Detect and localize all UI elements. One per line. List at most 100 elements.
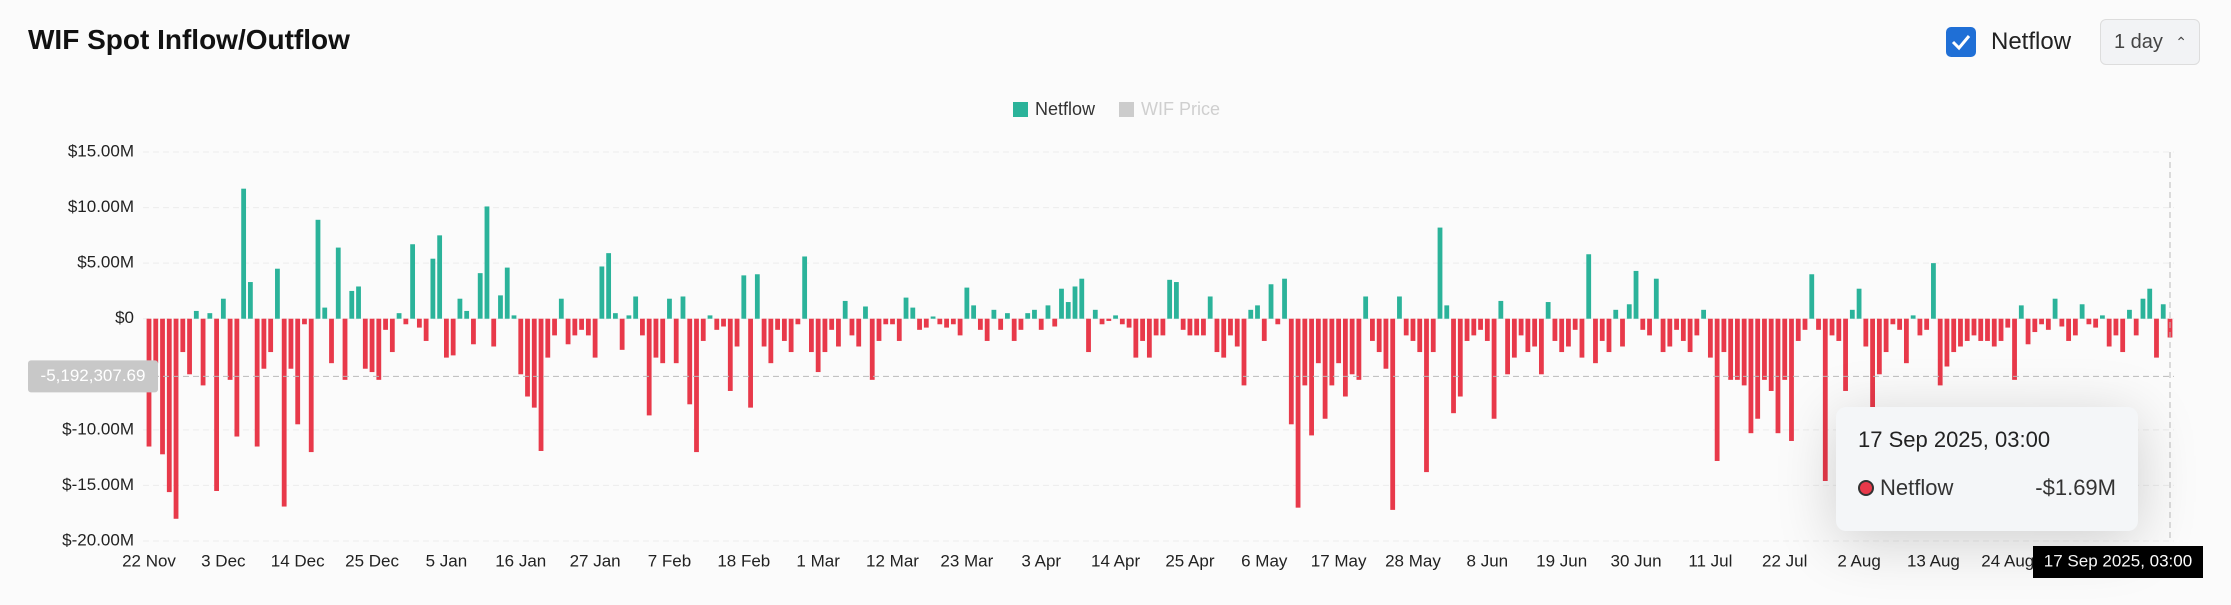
bar (741, 275, 747, 319)
bar (2012, 318, 2017, 380)
bar (268, 318, 274, 353)
bar (565, 318, 571, 345)
bar (1620, 318, 1625, 347)
tooltip-series: Netflow (1880, 475, 1954, 500)
y-tick-label: $5.00M (77, 253, 134, 272)
bar (721, 318, 726, 327)
bar (1822, 318, 1828, 481)
bar (802, 256, 808, 319)
bar (1586, 254, 1592, 319)
bar (315, 219, 321, 319)
x-tick-label: 11 Jul (1688, 551, 1732, 570)
bar (822, 318, 828, 353)
bar (1687, 318, 1693, 353)
bar (1606, 318, 1612, 353)
bar (829, 318, 835, 330)
bar (1768, 318, 1774, 391)
bar (1937, 318, 1943, 386)
tooltip: 17 Sep 2025, 03:00 Netflow -$1.69M (1836, 407, 2138, 531)
bar (1309, 318, 1314, 436)
bar (288, 318, 294, 369)
crosshair-x-label: 17 Sep 2025, 03:00 (2044, 551, 2192, 570)
bar (234, 318, 240, 437)
bar (1221, 318, 1227, 358)
bar (869, 318, 875, 380)
legend-swatch (1119, 102, 1134, 117)
bar (2052, 298, 2058, 319)
bar (2059, 318, 2065, 327)
bar (1106, 318, 1112, 321)
y-tick-label: $-10.00M (62, 419, 134, 438)
bar (1978, 318, 1984, 341)
legend-swatch (1013, 102, 1028, 117)
interval-select[interactable]: 1 day ⌃ (2100, 19, 2200, 65)
bar (1119, 318, 1125, 325)
bar (457, 298, 463, 319)
bar (788, 318, 794, 353)
bar (572, 318, 578, 336)
bar (1991, 318, 1997, 347)
bar (1356, 318, 1362, 380)
bar (403, 318, 409, 325)
x-tick-label: 27 Jan (570, 551, 621, 570)
bar (1086, 318, 1091, 353)
bar (396, 313, 402, 319)
bar (1789, 318, 1794, 441)
bar (1897, 318, 1903, 330)
bar (1234, 318, 1240, 347)
bar (1707, 318, 1713, 358)
checkbox[interactable] (1946, 27, 1976, 57)
bar (1302, 318, 1308, 386)
bar (1931, 263, 1936, 319)
bar (2133, 318, 2139, 336)
bar (809, 318, 814, 353)
tooltip-row: Netflow -$1.69M (1858, 475, 2116, 501)
crosshair-x-box (2033, 546, 2203, 578)
checkbox-label[interactable]: Netflow (1991, 28, 2072, 55)
bar (2032, 318, 2038, 333)
bar (1599, 318, 1605, 341)
bar (1924, 318, 1930, 330)
bar (1471, 318, 1477, 336)
bar (464, 310, 470, 319)
bar (748, 318, 753, 408)
bar (335, 247, 341, 319)
bar (1890, 318, 1896, 325)
bar (761, 318, 767, 347)
tooltip-dot (1858, 480, 1874, 496)
bar (964, 287, 970, 319)
bar (1261, 318, 1267, 341)
bar (1660, 318, 1666, 353)
bar (1836, 318, 1842, 341)
crosshair-y-label: -5,192,307.69 (41, 366, 146, 385)
bar (694, 318, 699, 453)
chevrons: ⌃ (2175, 34, 2187, 50)
x-tick-label: 17 May (1311, 551, 1367, 570)
bar (714, 318, 720, 330)
bar (1403, 318, 1409, 336)
x-tick-label: 14 Dec (271, 551, 325, 570)
bar (1735, 318, 1740, 380)
bar (1593, 318, 1598, 364)
bar (1951, 318, 1957, 353)
bar (1207, 296, 1213, 319)
bar (1201, 318, 1206, 336)
bar (1370, 318, 1375, 341)
bar (1498, 300, 1504, 319)
bar (1579, 318, 1585, 358)
bar (2025, 318, 2031, 345)
bar (1336, 318, 1342, 364)
bar (1795, 318, 1801, 341)
bar (295, 318, 301, 425)
bar (214, 318, 219, 491)
bar (1701, 309, 1707, 319)
bar (1342, 318, 1348, 397)
bar (775, 318, 781, 330)
x-tick-label: 16 Jan (495, 551, 546, 570)
bar (1640, 318, 1646, 330)
x-tick-label: 22 Jul (1762, 551, 1807, 570)
bar (160, 318, 165, 455)
bar (930, 316, 936, 319)
bar (545, 318, 551, 358)
bar (592, 318, 598, 358)
